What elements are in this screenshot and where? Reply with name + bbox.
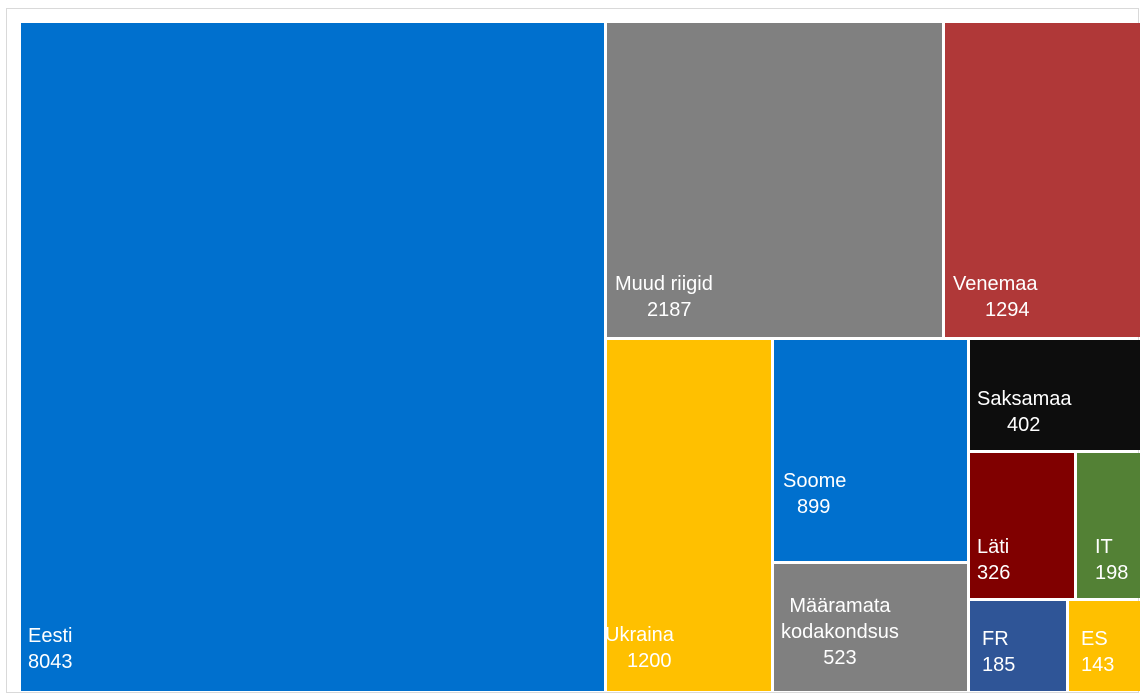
tile-value-it: 198 (1095, 562, 1129, 584)
tile-label-es: ES 143 (1081, 626, 1114, 678)
tile-label-maaramata-kodakondsus: Määramata kodakondsus 523 (781, 593, 899, 671)
treemap-chart: Eesti 8043 Muud riigid 2187 Venemaa 1294 Ukrai… (6, 8, 1140, 693)
treemap-tile-it: IT 198 (1077, 453, 1140, 598)
tile-value-es: 143 (1081, 654, 1115, 676)
tile-label-lati: Läti 326 (977, 534, 1010, 586)
treemap-tile-saksamaa: Saksamaa 402 (970, 340, 1140, 450)
tile-value-lati: 326 (977, 562, 1011, 584)
tile-label-ukraina: Ukraina 1200 (607, 622, 674, 674)
tile-value-saksamaa: 402 (1007, 414, 1041, 436)
tile-name-venemaa: Venemaa (953, 273, 1038, 295)
tile-value-venemaa: 1294 (985, 299, 1030, 321)
treemap-tile-fr: FR 185 (970, 601, 1066, 691)
treemap-tile-ukraina: Ukraina 1200 (607, 340, 771, 691)
treemap-tile-maaramata-kodakondsus: Määramata kodakondsus 523 (774, 564, 967, 691)
tile-name-soome: Soome (783, 470, 847, 492)
tile-label-saksamaa: Saksamaa 402 (977, 386, 1072, 438)
tile-name-muud-riigid: Muud riigid (615, 273, 713, 295)
tile-value-eesti: 8043 (28, 651, 73, 673)
tile-name-eesti: Eesti (28, 625, 73, 647)
tile-name-saksamaa: Saksamaa (977, 388, 1072, 410)
treemap-tile-soome: Soome 899 (774, 340, 967, 561)
treemap-tile-muud-riigid: Muud riigid 2187 (607, 23, 942, 337)
treemap-tile-lati: Läti 326 (970, 453, 1074, 598)
tile-name-ukraina: Ukraina (607, 624, 674, 646)
tile-label-soome: Soome 899 (783, 468, 846, 520)
tile-name-es: ES (1081, 628, 1108, 650)
tile-name-it: IT (1095, 536, 1113, 558)
treemap-tile-eesti: Eesti 8043 (21, 23, 604, 691)
tile-label-venemaa: Venemaa 1294 (953, 271, 1038, 323)
tile-label-fr: FR 185 (982, 626, 1015, 678)
tile-value-ukraina: 1200 (627, 650, 672, 672)
treemap-tile-es: ES 143 (1069, 601, 1140, 691)
tile-name-lati: Läti (977, 536, 1010, 558)
tile-value-fr: 185 (982, 654, 1016, 676)
tile-label-eesti: Eesti 8043 (28, 623, 73, 675)
tile-value-soome: 899 (797, 496, 831, 518)
tile-label-it: IT 198 (1095, 534, 1128, 586)
tile-name-maaramata-kodakondsus-1: Määramata (789, 595, 891, 617)
tile-name-maaramata-kodakondsus-2: kodakondsus (781, 621, 899, 643)
treemap-tile-venemaa: Venemaa 1294 (945, 23, 1140, 337)
tile-value-muud-riigid: 2187 (647, 299, 692, 321)
tile-name-fr: FR (982, 628, 1009, 650)
tile-value-maaramata-kodakondsus: 523 (823, 647, 857, 669)
tile-label-muud-riigid: Muud riigid 2187 (615, 271, 713, 323)
